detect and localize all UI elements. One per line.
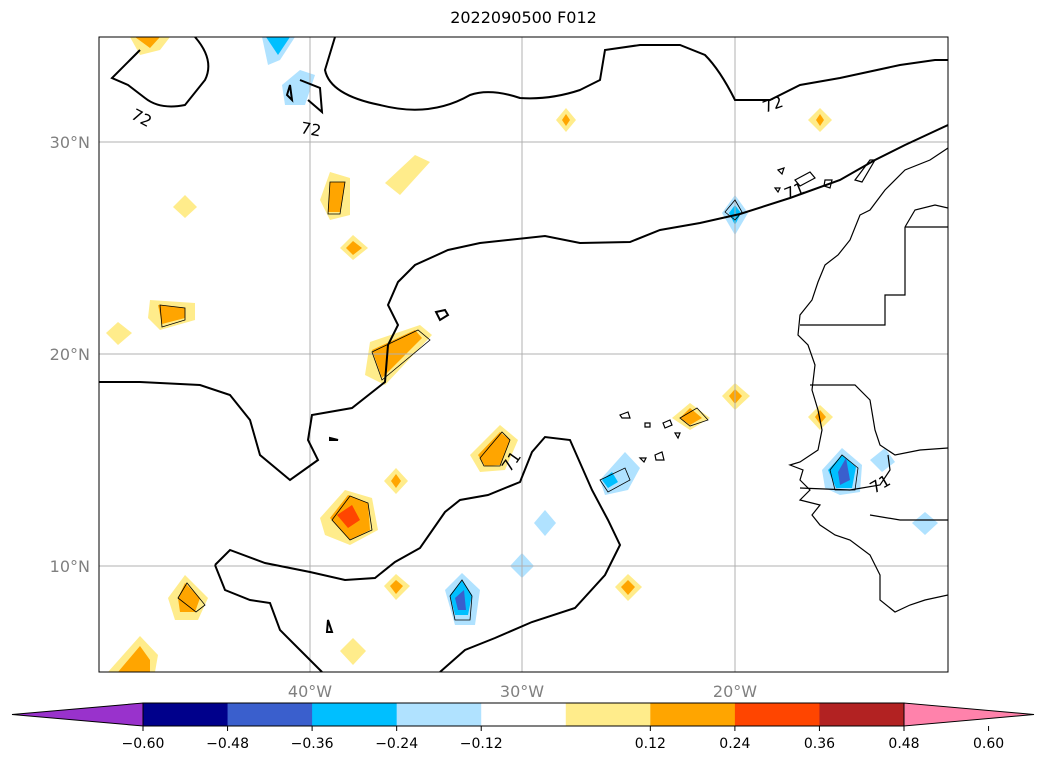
latitude-labels: 30°N 20°N 10°N <box>50 133 90 576</box>
lon-label: 30°W <box>500 682 544 701</box>
colorbar-tick-label: 0.36 <box>804 736 835 752</box>
map-frame <box>98 36 949 673</box>
colorbar-tick-label: 0.24 <box>719 736 750 752</box>
colorbar-tick-label: 0.12 <box>635 736 666 752</box>
colorbar-segment <box>143 703 229 726</box>
colorbar-extend-min <box>11 702 144 727</box>
colorbar-segment <box>650 703 736 726</box>
coastline <box>619 147 948 613</box>
map-area: 72 72 72 71 71 71 <box>99 37 948 672</box>
height-contours <box>99 37 948 672</box>
colorbar-segment <box>565 703 651 726</box>
colorbar-tick-label: −0.24 <box>375 736 418 752</box>
lat-label: 10°N <box>50 557 90 576</box>
colorbar-segment <box>396 703 482 726</box>
colorbar-tick-label: 0.60 <box>973 736 1004 752</box>
anomaly-shading <box>106 37 938 672</box>
colorbar-tick-label: −0.36 <box>291 736 334 752</box>
colorbar-tick-label: −0.12 <box>460 736 503 752</box>
colorbar-extend-max <box>903 702 1035 727</box>
lat-label: 20°N <box>50 345 90 364</box>
colorbar: −0.60 −0.48 −0.36 −0.24 −0.12 0.12 0.24 0.36 0.4… <box>11 702 1035 752</box>
longitude-labels: 40°W 30°W 20°W <box>288 682 757 701</box>
map-title: 2022090500 F012 <box>450 8 597 27</box>
colorbar-tick-label: −0.48 <box>206 736 249 752</box>
colorbar-tick-label: −0.60 <box>122 736 165 752</box>
lat-label: 30°N <box>50 133 90 152</box>
lon-label: 40°W <box>288 682 332 701</box>
colorbar-segment <box>312 703 398 726</box>
graticule <box>99 37 948 672</box>
anomaly-outlines <box>159 181 859 621</box>
colorbar-outline <box>142 702 905 727</box>
lon-label: 20°W <box>713 682 757 701</box>
colorbar-segment <box>819 703 905 726</box>
colorbar-segment <box>481 703 567 726</box>
colorbar-segment <box>227 703 313 726</box>
colorbar-tick-label: 0.48 <box>888 736 919 752</box>
colorbar-segment <box>734 703 820 726</box>
contour-label: 72 <box>299 118 322 140</box>
